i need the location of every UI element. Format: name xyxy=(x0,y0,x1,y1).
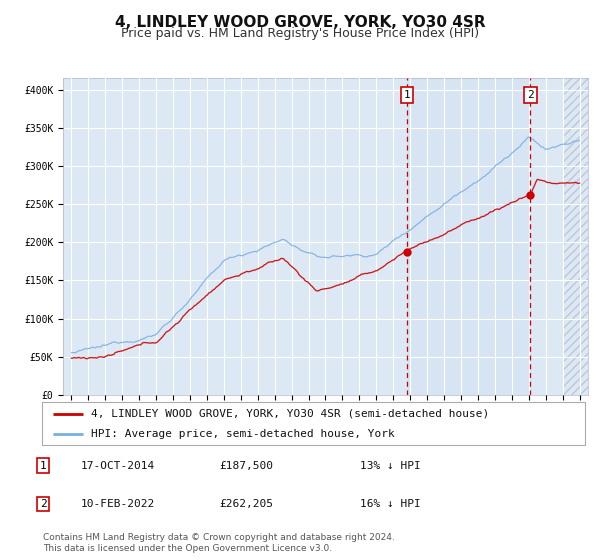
Text: 4, LINDLEY WOOD GROVE, YORK, YO30 4SR (semi-detached house): 4, LINDLEY WOOD GROVE, YORK, YO30 4SR (s… xyxy=(91,409,489,419)
Text: 4, LINDLEY WOOD GROVE, YORK, YO30 4SR: 4, LINDLEY WOOD GROVE, YORK, YO30 4SR xyxy=(115,15,485,30)
Text: 10-FEB-2022: 10-FEB-2022 xyxy=(81,499,155,509)
FancyBboxPatch shape xyxy=(42,402,585,445)
Text: 2: 2 xyxy=(527,90,534,100)
Text: 13% ↓ HPI: 13% ↓ HPI xyxy=(360,461,421,471)
Text: 17-OCT-2014: 17-OCT-2014 xyxy=(81,461,155,471)
Text: 16% ↓ HPI: 16% ↓ HPI xyxy=(360,499,421,509)
Text: Contains HM Land Registry data © Crown copyright and database right 2024.
This d: Contains HM Land Registry data © Crown c… xyxy=(43,533,395,553)
Text: 1: 1 xyxy=(403,90,410,100)
Bar xyxy=(407,78,530,395)
Text: Price paid vs. HM Land Registry's House Price Index (HPI): Price paid vs. HM Land Registry's House … xyxy=(121,27,479,40)
Text: 2: 2 xyxy=(40,499,47,509)
Text: £262,205: £262,205 xyxy=(219,499,273,509)
Text: £187,500: £187,500 xyxy=(219,461,273,471)
Text: 1: 1 xyxy=(40,461,47,471)
Bar xyxy=(563,74,590,395)
Text: HPI: Average price, semi-detached house, York: HPI: Average price, semi-detached house,… xyxy=(91,429,395,439)
